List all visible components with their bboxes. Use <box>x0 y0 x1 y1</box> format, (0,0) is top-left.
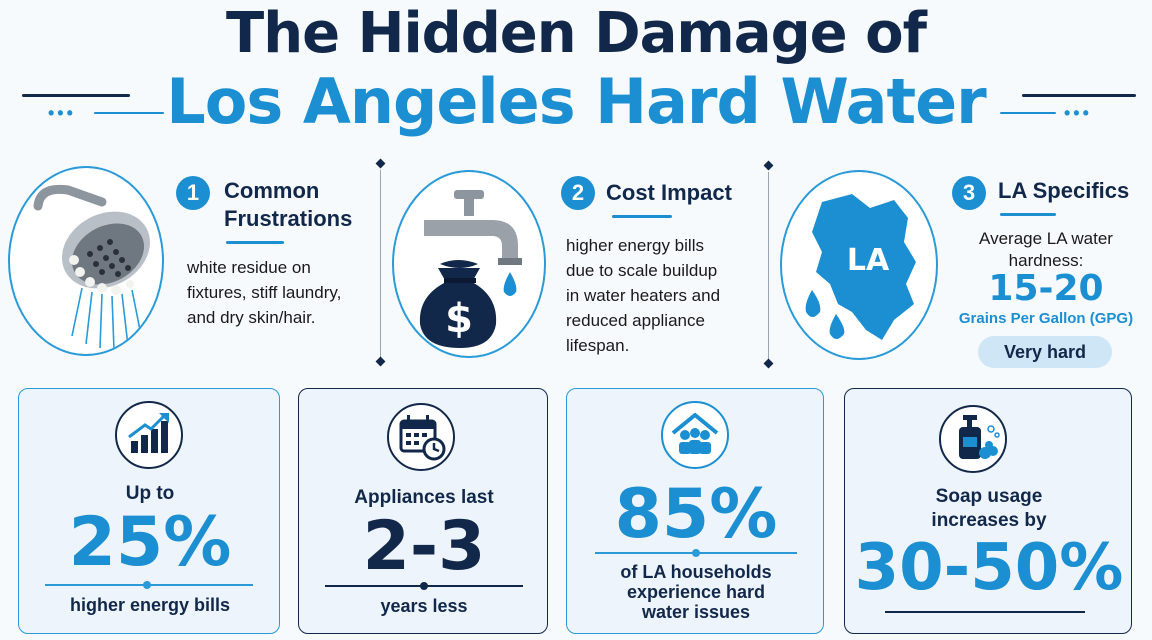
title-deco-line-left-2 <box>94 112 164 114</box>
section-2-underline <box>612 215 672 218</box>
stat-energy-prefix: Up to <box>125 483 175 504</box>
section-3-badge: 3 <box>952 176 986 210</box>
faucet-money-bag-icon: $ <box>392 170 546 358</box>
la-hardness-label: Average LA water hardness: <box>979 229 1113 270</box>
stat-energy-rule-dot <box>143 581 151 589</box>
section-1-badge: 1 <box>176 176 210 210</box>
page-subtitle: Los Angeles Hard Water <box>166 65 986 138</box>
stat-households-caption: of LA households experience hard water i… <box>620 562 772 622</box>
stat-energy-value: 25% <box>68 503 232 582</box>
section-3-underline <box>1000 213 1056 216</box>
divider-2-top-diamond <box>763 160 774 171</box>
stat-soap-value: 30-50% <box>854 531 1124 605</box>
section-2-title: Cost Impact <box>606 180 732 205</box>
divider-1 <box>380 170 381 360</box>
stat-appliances-rule-dot <box>420 582 428 590</box>
stat-soap-rule <box>885 611 1085 613</box>
section-1-title: Common Frustrations <box>224 178 353 231</box>
stat-appliances-value: 2-3 <box>362 507 486 586</box>
section-2-badge: 2 <box>561 176 595 210</box>
title-deco-dots-left: ••• <box>48 103 76 123</box>
money-bag-symbol: $ <box>445 296 473 342</box>
la-hardness-units: Grains Per Gallon (GPG) <box>958 310 1134 327</box>
bar-chart-up-icon <box>115 401 183 469</box>
stat-appliances-caption: years less <box>380 596 468 616</box>
calendar-clock-icon <box>387 403 455 471</box>
stat-energy-caption: higher energy bills <box>69 595 231 615</box>
la-county-map-icon: LA <box>780 170 938 360</box>
stat-card-energy: Up to 25% higher energy bills <box>18 388 280 634</box>
stat-card-households: 85% of LA households experience hard wat… <box>566 388 824 634</box>
la-rating-badge: Very hard <box>978 336 1112 368</box>
section-2-text: higher energy bills due to scale buildup… <box>566 236 721 355</box>
la-hardness-range: 15-20 <box>988 268 1104 309</box>
divider-2-bottom-diamond <box>763 358 774 369</box>
households-icon <box>661 401 729 469</box>
title-deco-line-right-2 <box>1000 112 1056 114</box>
page-title: The Hidden Damage of <box>226 1 927 66</box>
stat-card-soap: Soap usage increases by 30-50% <box>844 388 1132 634</box>
title-deco-line-right <box>1022 94 1136 97</box>
divider-1-bottom-diamond <box>375 356 386 367</box>
stat-soap-prefix: Soap usage increases by <box>931 486 1047 531</box>
stat-card-appliances: Appliances last 2-3 years less <box>298 388 548 634</box>
title-deco-dots-right: ••• <box>1064 103 1092 123</box>
la-map-label: LA <box>847 243 890 278</box>
stat-households-rule-dot <box>692 549 700 557</box>
divider-2 <box>768 172 769 362</box>
title-deco-line-left <box>22 94 130 97</box>
section-1-underline <box>226 241 284 244</box>
soap-dispenser-icon <box>939 405 1007 473</box>
stat-appliances-prefix: Appliances last <box>354 487 494 508</box>
divider-1-top-diamond <box>375 158 386 169</box>
stat-households-value: 85% <box>614 475 778 554</box>
section-1-text: white residue on fixtures, stiff laundry… <box>187 258 342 327</box>
shower-head-icon <box>8 166 164 356</box>
section-3-title: LA Specifics <box>998 178 1130 203</box>
